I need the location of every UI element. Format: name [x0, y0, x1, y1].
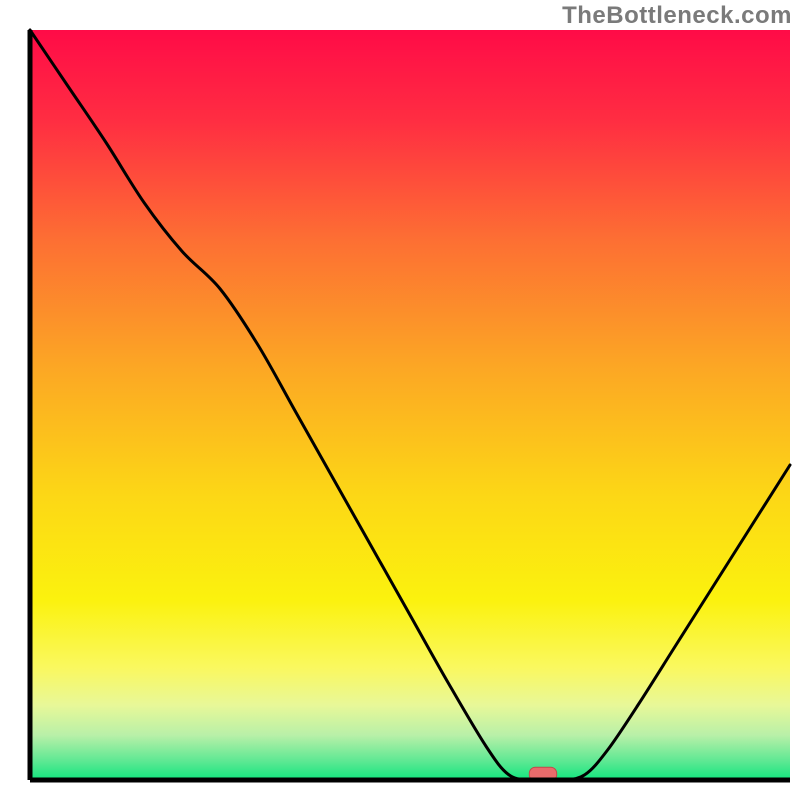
watermark-text: TheBottleneck.com: [562, 2, 792, 30]
plot-gradient-background: [30, 30, 790, 780]
bottleneck-chart: [0, 0, 800, 800]
